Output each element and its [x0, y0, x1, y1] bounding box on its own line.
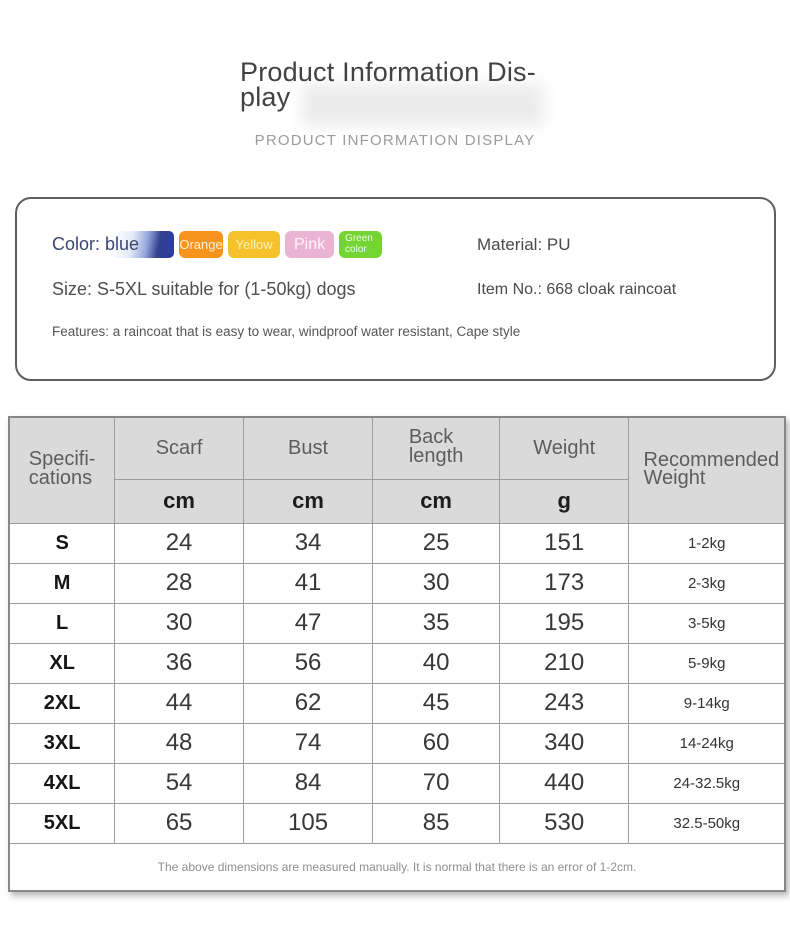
scarf-cell: 65	[114, 802, 244, 844]
size-text: Size: S-5XL suitable for (1-50kg) dogs	[52, 279, 356, 299]
size-cell: L	[8, 602, 116, 644]
green-swatch: Green color	[339, 231, 383, 258]
info-row-color-material: Color: blue Orange Yellow Pink Green col…	[52, 231, 754, 258]
table-row: 5XL 65 105 85 530 32.5-50kg	[8, 802, 786, 844]
table-units-row: cm cm cm g	[9, 478, 785, 524]
back-length-cell: 85	[372, 802, 500, 844]
back-length-cell: 35	[372, 602, 500, 644]
table-header-row: Specifi- cations Scarf Bust Back length …	[8, 416, 786, 524]
back-length-cell: 45	[372, 682, 500, 724]
size-cell: 5XL	[8, 802, 116, 844]
back-length-cell: 70	[372, 762, 500, 804]
scarf-cell: 54	[114, 762, 244, 804]
table-row: L 30 47 35 195 3-5kg	[8, 602, 786, 644]
pink-swatch: Pink	[285, 231, 335, 258]
size-cell: M	[8, 562, 116, 604]
bust-cell: 74	[242, 722, 374, 764]
scarf-header-cell: Scarf	[114, 416, 244, 480]
spec-header-label: Specifi- cations	[28, 448, 96, 490]
weight-cell: 173	[498, 562, 630, 604]
scarf-cell: 36	[114, 642, 244, 684]
features-text: Features: a raincoat that is easy to wea…	[52, 324, 521, 339]
bust-cell: 62	[242, 682, 374, 724]
recommended-cell: 14-24kg	[628, 722, 786, 764]
bust-cell: 41	[242, 562, 374, 604]
back-length-cell: 40	[372, 642, 500, 684]
weight-cell: 195	[498, 602, 630, 644]
spec-header-cell: Specifi- cations	[8, 416, 116, 524]
yellow-swatch: Yellow	[228, 231, 281, 258]
color-line: Color: blue Orange Yellow Pink Green col…	[52, 231, 477, 258]
bust-unit-cell: cm	[242, 478, 374, 524]
scarf-cell: 28	[114, 562, 244, 604]
bust-cell: 34	[242, 522, 374, 564]
recommended-cell: 24-32.5kg	[628, 762, 786, 804]
item-no-text: Item No.: 668 cloak raincoat	[477, 280, 677, 298]
table-row: 3XL 48 74 60 340 14-24kg	[8, 722, 786, 764]
scarf-cell: 44	[114, 682, 244, 724]
bust-cell: 105	[242, 802, 374, 844]
weight-cell: 151	[498, 522, 630, 564]
recommended-weight-header-cell: Recommended Weight	[628, 416, 786, 524]
page-title: Product Information Dis-play	[240, 57, 560, 112]
back-length-cell: 30	[372, 562, 500, 604]
size-spec-table: Specifi- cations Scarf Bust Back length …	[8, 416, 786, 892]
back-length-cell: 60	[372, 722, 500, 764]
scarf-unit-cell: cm	[114, 478, 244, 524]
size-cell: 4XL	[8, 762, 116, 804]
weight-header-cell: Weight	[498, 416, 630, 480]
scarf-cell: 30	[114, 602, 244, 644]
recommended-cell: 1-2kg	[628, 522, 786, 564]
blue-gradient-swatch	[112, 231, 175, 258]
color-label: Color: blue	[52, 234, 140, 254]
table-row: XL 36 56 40 210 5-9kg	[8, 642, 786, 684]
size-table-body: S 24 34 25 151 1-2kg M 28 41 30 173 2-3kg L 30 47 35 195…	[8, 522, 786, 844]
weight-unit-cell: g	[498, 478, 630, 524]
back-length-cell: 25	[372, 522, 500, 564]
weight-cell: 440	[498, 762, 630, 804]
recommended-cell: 32.5-50kg	[628, 802, 786, 844]
weight-cell: 210	[498, 642, 630, 684]
back-length-unit-cell: cm	[372, 478, 500, 524]
size-cell: 2XL	[8, 682, 116, 724]
footnote-row: The above dimensions are measured manual…	[8, 842, 786, 892]
recommended-weight-header-label: Recommended Weight	[643, 448, 780, 489]
weight-cell: 530	[498, 802, 630, 844]
bust-header-cell: Bust	[242, 416, 374, 480]
product-info-panel: Color: blue Orange Yellow Pink Green col…	[15, 197, 776, 381]
scarf-cell: 48	[114, 722, 244, 764]
table-row: M 28 41 30 173 2-3kg	[8, 562, 786, 604]
table-row: 2XL 44 62 45 243 9-14kg	[8, 682, 786, 724]
size-cell: XL	[8, 642, 116, 684]
orange-swatch: Orange	[179, 231, 224, 258]
footnote-text: The above dimensions are measured manual…	[8, 842, 786, 892]
bust-cell: 56	[242, 642, 374, 684]
size-cell: 3XL	[8, 722, 116, 764]
weight-cell: 340	[498, 722, 630, 764]
back-length-header-cell: Back length	[372, 416, 500, 480]
weight-cell: 243	[498, 682, 630, 724]
title-block: Product Information Dis-play	[240, 57, 560, 112]
bust-cell: 84	[242, 762, 374, 804]
page-title-line2: play	[240, 82, 291, 112]
scarf-cell: 24	[114, 522, 244, 564]
table-row: S 24 34 25 151 1-2kg	[8, 522, 786, 564]
back-length-header-label: Back length	[408, 426, 464, 468]
page-title-line1: Product Information Dis-	[240, 57, 536, 87]
material-text: Material: PU	[477, 234, 571, 254]
size-cell: S	[8, 522, 116, 564]
info-row-size-item: Size: S-5XL suitable for (1-50kg) dogs I…	[52, 279, 754, 300]
recommended-cell: 3-5kg	[628, 602, 786, 644]
bust-cell: 47	[242, 602, 374, 644]
recommended-cell: 2-3kg	[628, 562, 786, 604]
title-watermark-ghost	[302, 84, 544, 126]
table-row: 4XL 54 84 70 440 24-32.5kg	[8, 762, 786, 804]
recommended-cell: 5-9kg	[628, 642, 786, 684]
info-row-features: Features: a raincoat that is easy to wea…	[52, 324, 754, 339]
page-subtitle: PRODUCT INFORMATION DISPLAY	[254, 132, 536, 149]
recommended-cell: 9-14kg	[628, 682, 786, 724]
